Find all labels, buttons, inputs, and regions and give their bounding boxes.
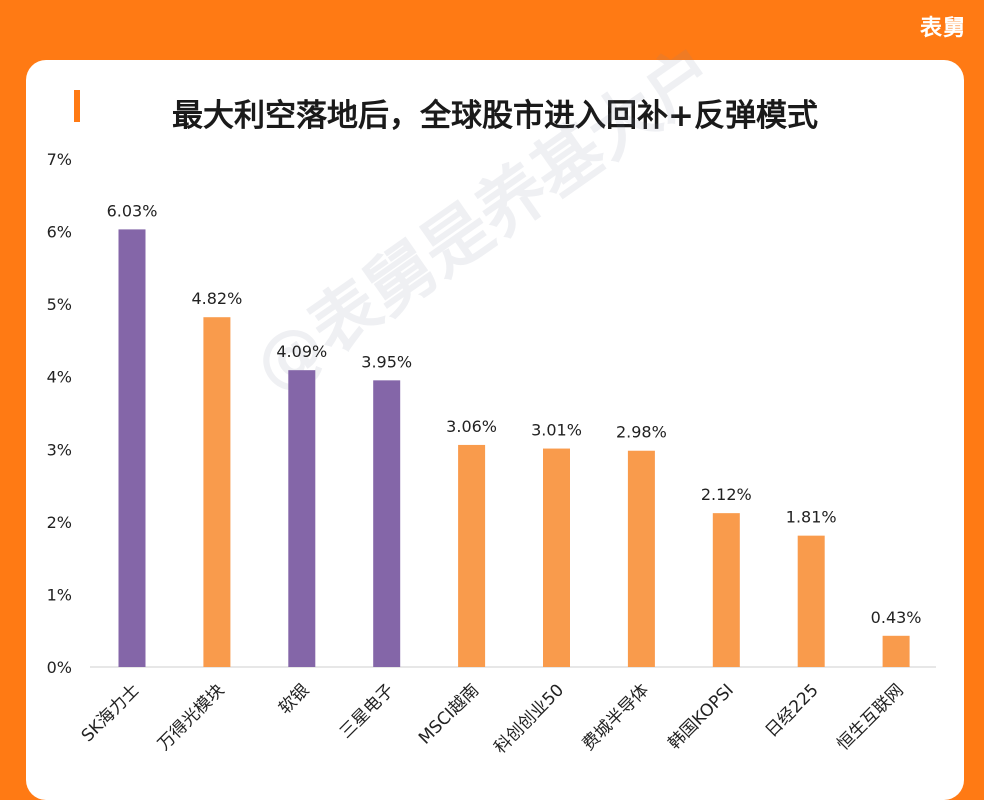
x-category-label: 三星电子: [336, 680, 398, 742]
bar: [118, 229, 146, 667]
x-category-label: MSCI越南: [415, 680, 483, 748]
y-tick-label: 6%: [47, 223, 72, 242]
data-label: 3.06%: [446, 417, 497, 436]
bar: [543, 448, 570, 667]
data-label: 4.09%: [276, 342, 327, 361]
x-category-label: SK海力士: [78, 680, 144, 746]
y-tick-label: 1%: [47, 585, 72, 604]
y-tick-label: 7%: [47, 150, 72, 169]
chart-card: 最大利空落地后，全球股市进入回补+反弹模式: [26, 60, 964, 800]
y-tick-label: 5%: [47, 295, 72, 314]
chart-title: 最大利空落地后，全球股市进入回补+反弹模式: [172, 98, 818, 134]
data-label: 6.03%: [107, 201, 158, 220]
title-accent-bar: [74, 90, 80, 122]
data-label: 1.81%: [786, 508, 837, 527]
x-category-label: 费城半导体: [579, 680, 653, 754]
data-label: 3.95%: [361, 352, 412, 371]
x-category-label: 日经225: [762, 680, 823, 741]
data-label: 2.12%: [701, 485, 752, 504]
bar: [797, 535, 825, 667]
bar: [373, 380, 401, 667]
bar: [627, 450, 655, 667]
brand-logo: 表舅: [919, 16, 966, 41]
y-tick-label: 0%: [47, 658, 72, 677]
x-category-label: 万得光模块: [154, 680, 228, 754]
y-tick-label: 2%: [47, 513, 72, 532]
data-label: 2.98%: [616, 423, 667, 442]
data-label: 4.82%: [191, 289, 242, 308]
x-category-label: 韩国KOPSI: [665, 680, 738, 753]
x-category-label: 软银: [275, 680, 313, 718]
bar: [712, 513, 740, 667]
bar: [203, 317, 231, 667]
x-category-label: 恒生互联网: [833, 680, 907, 754]
bar: [882, 635, 910, 667]
data-label: 3.01%: [531, 421, 582, 440]
bar: [288, 370, 316, 667]
bar: [458, 444, 486, 667]
data-label: 0.43%: [871, 608, 922, 627]
x-category-label: 科创创业50: [491, 680, 569, 758]
y-tick-label: 4%: [47, 368, 72, 387]
y-tick-label: 3%: [47, 440, 72, 459]
